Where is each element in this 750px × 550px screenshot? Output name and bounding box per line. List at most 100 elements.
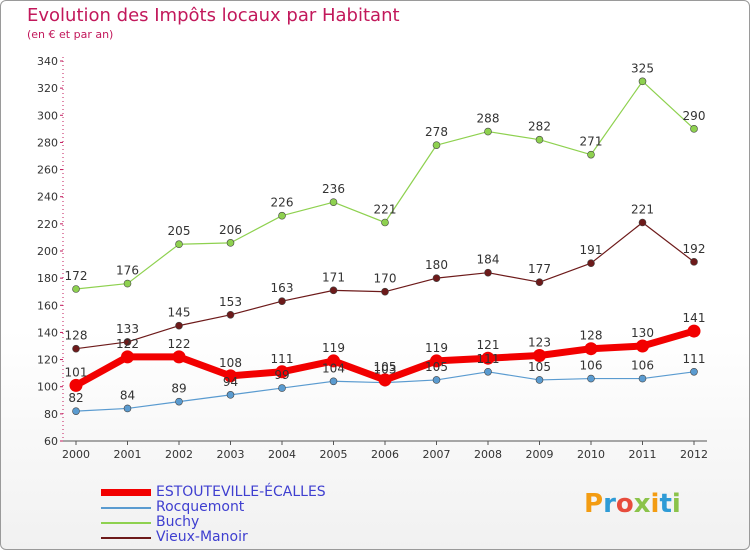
data-point [584,342,598,356]
y-tick-label: 120 [37,354,58,367]
data-point [226,310,235,319]
data-point [535,278,544,287]
data-point [535,135,544,144]
data-point [172,350,186,364]
data-point [533,349,546,362]
data-point [484,268,492,277]
x-tick-label: 2006 [371,448,399,461]
data-point [381,218,389,227]
data-label: 111 [271,352,294,366]
y-tick-label: 300 [37,109,58,122]
x-tick-label: 2012 [680,448,708,461]
x-tick-label: 2005 [320,448,348,461]
x-tick-label: 2009 [526,448,554,461]
y-tick-label: 220 [37,218,58,231]
logo-letter: t [659,489,672,519]
data-label: 271 [580,135,603,149]
chart-title: Evolution des Impôts locaux par Habitant [27,5,400,26]
data-label: 84 [120,388,135,402]
data-label: 105 [374,360,397,374]
y-tick-label: 140 [37,326,58,339]
proxiti-logo: Proxiti [584,489,681,519]
data-label: 221 [374,203,397,217]
data-point [327,354,340,368]
data-label: 106 [580,359,603,373]
data-label: 99 [274,368,289,382]
x-tick-label: 2002 [165,448,193,461]
data-label: 163 [271,281,294,295]
data-point [278,384,286,392]
y-tick-label: 340 [37,55,58,68]
logo-letter: i [650,489,660,519]
y-tick-label: 180 [37,272,58,285]
logo-letter: P [584,489,604,519]
data-point [224,369,237,383]
data-point [329,198,338,206]
data-label: 325 [631,61,654,75]
data-point [587,259,595,268]
data-label: 141 [683,311,706,325]
data-point [278,211,286,220]
y-tick-label: 200 [37,245,58,258]
data-label: 133 [116,322,139,336]
data-point [329,377,338,386]
data-label: 282 [528,120,551,134]
data-label: 221 [631,203,654,217]
data-label: 290 [683,109,706,123]
data-label: 103 [374,363,397,377]
data-label: 288 [477,112,500,126]
data-label: 205 [168,224,191,238]
data-point [123,338,132,346]
data-point [175,397,183,406]
data-label: 122 [168,337,191,351]
data-point [587,374,595,383]
data-label: 104 [322,361,345,375]
data-point [636,339,649,353]
legend-swatch [101,521,151,524]
data-label: 226 [271,196,294,210]
data-label: 153 [219,295,242,309]
data-label: 111 [477,352,500,366]
y-tick-label: 100 [37,381,58,394]
x-tick-label: 2001 [114,448,142,461]
data-label: 170 [374,272,397,286]
data-point [587,150,595,159]
data-point [484,127,492,136]
data-label: 180 [425,258,448,272]
data-label: 121 [477,338,500,352]
x-tick-label: 2011 [629,448,657,461]
chart-subtitle: (en € et par an) [27,28,114,41]
legend-label: Buchy [156,514,200,530]
data-label: 122 [116,337,139,351]
legend-swatch [101,536,151,539]
series-line [75,80,695,290]
data-label: 206 [219,223,242,237]
data-label: 82 [68,391,83,405]
logo-letter: r [603,489,616,519]
data-label: 106 [631,359,654,373]
data-label: 145 [168,306,191,320]
data-label: 130 [631,326,654,340]
y-tick-label: 240 [37,191,58,204]
legend-label: Vieux-Manoir [156,529,248,545]
data-label: 105 [425,360,448,374]
data-label: 176 [116,264,139,278]
data-point [690,258,698,266]
data-point [481,351,495,365]
data-point [638,77,647,86]
data-label: 101 [65,365,88,379]
data-point [687,324,701,338]
y-tick-label: 160 [37,299,58,312]
data-point [121,350,134,364]
data-label: 128 [580,329,603,343]
data-point [175,240,183,249]
data-label: 119 [322,341,345,355]
data-point [432,141,441,149]
legend-label: ESTOUTEVILLE-ÉCALLES [156,484,326,500]
data-point [278,297,286,306]
data-point [329,286,338,295]
legend-swatch [101,506,151,509]
data-point [226,391,235,399]
